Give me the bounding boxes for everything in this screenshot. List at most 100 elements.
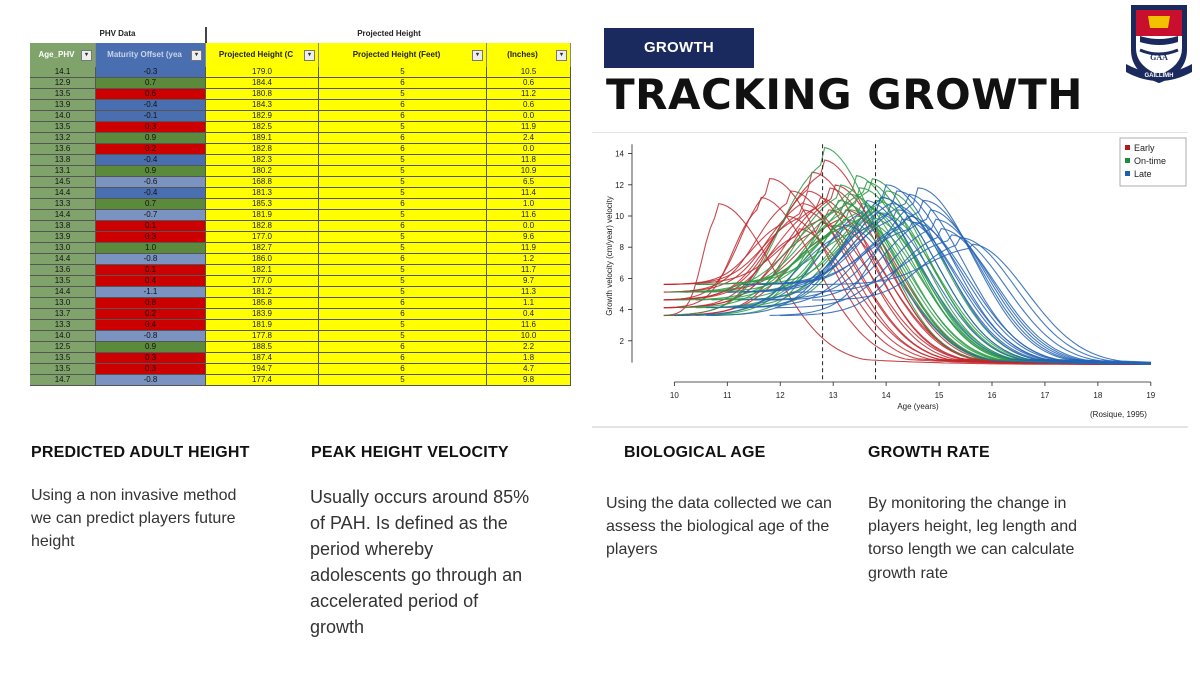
height-feet-cell[interactable]: 5	[319, 122, 487, 132]
maturity-offset-cell[interactable]: -0.7	[96, 210, 206, 220]
height-feet-cell[interactable]: 5	[319, 177, 487, 187]
height-cm-cell[interactable]: 186.0	[206, 254, 319, 264]
col-header-age[interactable]: Age_PHV ▾	[30, 43, 96, 67]
height-cm-cell[interactable]: 188.5	[206, 342, 319, 352]
age-cell[interactable]: 14.5	[30, 177, 96, 187]
maturity-offset-cell[interactable]: 0.8	[96, 298, 206, 308]
height-inches-cell[interactable]: 0.0	[487, 221, 571, 231]
age-cell[interactable]: 12.5	[30, 342, 96, 352]
age-cell[interactable]: 13.5	[30, 353, 96, 363]
age-cell[interactable]: 13.7	[30, 309, 96, 319]
height-inches-cell[interactable]: 0.6	[487, 78, 571, 88]
height-feet-cell[interactable]: 5	[319, 67, 487, 77]
height-inches-cell[interactable]: 2.2	[487, 342, 571, 352]
maturity-offset-cell[interactable]: -1.1	[96, 287, 206, 297]
height-cm-cell[interactable]: 168.8	[206, 177, 319, 187]
maturity-offset-cell[interactable]: 0.3	[96, 364, 206, 374]
height-inches-cell[interactable]: 4.7	[487, 364, 571, 374]
maturity-offset-cell[interactable]: -0.4	[96, 155, 206, 165]
height-cm-cell[interactable]: 189.1	[206, 133, 319, 143]
height-inches-cell[interactable]: 11.6	[487, 210, 571, 220]
height-cm-cell[interactable]: 177.8	[206, 331, 319, 341]
maturity-offset-cell[interactable]: 0.3	[96, 232, 206, 242]
height-feet-cell[interactable]: 6	[319, 100, 487, 110]
height-inches-cell[interactable]: 1.1	[487, 298, 571, 308]
height-inches-cell[interactable]: 11.7	[487, 265, 571, 275]
height-inches-cell[interactable]: 10.0	[487, 331, 571, 341]
height-inches-cell[interactable]: 1.2	[487, 254, 571, 264]
filter-dropdown-icon[interactable]: ▾	[81, 50, 92, 61]
height-feet-cell[interactable]: 5	[319, 287, 487, 297]
height-cm-cell[interactable]: 182.3	[206, 155, 319, 165]
age-cell[interactable]: 13.3	[30, 199, 96, 209]
height-cm-cell[interactable]: 182.9	[206, 111, 319, 121]
maturity-offset-cell[interactable]: 0.3	[96, 122, 206, 132]
age-cell[interactable]: 13.6	[30, 144, 96, 154]
age-cell[interactable]: 13.8	[30, 155, 96, 165]
height-inches-cell[interactable]: 1.8	[487, 353, 571, 363]
height-inches-cell[interactable]: 1.0	[487, 199, 571, 209]
maturity-offset-cell[interactable]: -0.8	[96, 375, 206, 385]
maturity-offset-cell[interactable]: 0.1	[96, 265, 206, 275]
height-cm-cell[interactable]: 177.0	[206, 276, 319, 286]
maturity-offset-cell[interactable]: -0.6	[96, 177, 206, 187]
height-inches-cell[interactable]: 11.8	[487, 155, 571, 165]
height-inches-cell[interactable]: 10.5	[487, 67, 571, 77]
age-cell[interactable]: 13.5	[30, 364, 96, 374]
maturity-offset-cell[interactable]: -0.4	[96, 100, 206, 110]
maturity-offset-cell[interactable]: 0.7	[96, 78, 206, 88]
height-feet-cell[interactable]: 5	[319, 89, 487, 99]
age-cell[interactable]: 14.7	[30, 375, 96, 385]
height-cm-cell[interactable]: 185.8	[206, 298, 319, 308]
maturity-offset-cell[interactable]: -0.8	[96, 331, 206, 341]
height-feet-cell[interactable]: 6	[319, 254, 487, 264]
height-feet-cell[interactable]: 6	[319, 364, 487, 374]
height-cm-cell[interactable]: 185.3	[206, 199, 319, 209]
age-cell[interactable]: 14.4	[30, 287, 96, 297]
height-cm-cell[interactable]: 177.4	[206, 375, 319, 385]
height-inches-cell[interactable]: 11.4	[487, 188, 571, 198]
height-inches-cell[interactable]: 11.9	[487, 122, 571, 132]
height-feet-cell[interactable]: 5	[319, 166, 487, 176]
age-cell[interactable]: 13.5	[30, 122, 96, 132]
height-inches-cell[interactable]: 11.6	[487, 320, 571, 330]
maturity-offset-cell[interactable]: 0.4	[96, 276, 206, 286]
maturity-offset-cell[interactable]: 0.7	[96, 199, 206, 209]
height-feet-cell[interactable]: 5	[319, 188, 487, 198]
height-inches-cell[interactable]: 11.2	[487, 89, 571, 99]
col-header-inches[interactable]: (Inches) ▾	[487, 43, 571, 67]
maturity-offset-cell[interactable]: -0.8	[96, 254, 206, 264]
height-inches-cell[interactable]: 9.6	[487, 232, 571, 242]
maturity-offset-cell[interactable]: -0.4	[96, 188, 206, 198]
height-cm-cell[interactable]: 183.9	[206, 309, 319, 319]
height-cm-cell[interactable]: 181.9	[206, 320, 319, 330]
maturity-offset-cell[interactable]: 0.4	[96, 320, 206, 330]
maturity-offset-cell[interactable]: 0.9	[96, 342, 206, 352]
age-cell[interactable]: 14.1	[30, 67, 96, 77]
height-inches-cell[interactable]: 2.4	[487, 133, 571, 143]
maturity-offset-cell[interactable]: -0.1	[96, 111, 206, 121]
height-cm-cell[interactable]: 180.8	[206, 89, 319, 99]
height-feet-cell[interactable]: 5	[319, 276, 487, 286]
maturity-offset-cell[interactable]: 0.2	[96, 144, 206, 154]
height-feet-cell[interactable]: 6	[319, 199, 487, 209]
height-cm-cell[interactable]: 182.5	[206, 122, 319, 132]
height-cm-cell[interactable]: 187.4	[206, 353, 319, 363]
age-cell[interactable]: 13.0	[30, 243, 96, 253]
filter-dropdown-icon[interactable]: ▾	[304, 50, 315, 61]
maturity-offset-cell[interactable]: 0.2	[96, 309, 206, 319]
height-inches-cell[interactable]: 0.4	[487, 309, 571, 319]
age-cell[interactable]: 14.4	[30, 210, 96, 220]
height-feet-cell[interactable]: 6	[319, 342, 487, 352]
height-cm-cell[interactable]: 181.9	[206, 210, 319, 220]
height-feet-cell[interactable]: 5	[319, 210, 487, 220]
maturity-offset-cell[interactable]: 0.6	[96, 89, 206, 99]
age-cell[interactable]: 13.3	[30, 320, 96, 330]
maturity-offset-cell[interactable]: -0.3	[96, 67, 206, 77]
age-cell[interactable]: 14.0	[30, 111, 96, 121]
height-cm-cell[interactable]: 179.0	[206, 67, 319, 77]
age-cell[interactable]: 13.5	[30, 276, 96, 286]
height-feet-cell[interactable]: 6	[319, 309, 487, 319]
height-feet-cell[interactable]: 5	[319, 155, 487, 165]
filter-dropdown-icon[interactable]: ▾	[556, 50, 567, 61]
